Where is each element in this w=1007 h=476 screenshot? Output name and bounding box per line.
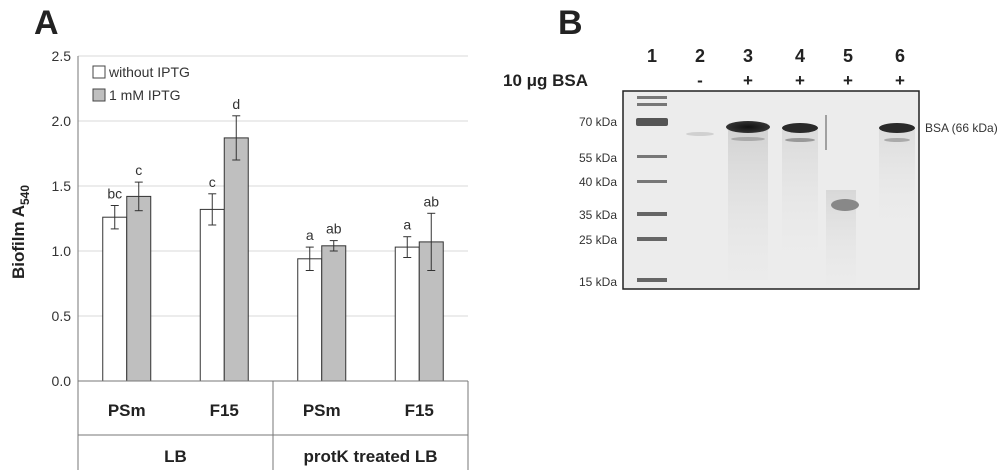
y-tick-label: 0.0 [52,373,72,389]
category-label: PSm [303,401,341,420]
bar [394,246,420,382]
ladder-band-70kda [636,118,668,126]
y-axis-label-subscript: 540 [18,185,32,205]
y-tick-label: 2.0 [52,113,72,129]
bsa-sign-row: - + + + + [697,71,905,90]
bar [297,258,323,382]
bar [126,195,152,382]
group-label: LB [164,447,187,466]
bsa-row-label: 10 μg BSA [503,71,588,90]
ladder-band [637,96,667,99]
y-tick-label: 2.5 [52,48,72,64]
lane-2-faint-band [686,132,714,136]
bars [102,137,444,382]
significance-letter: ab [326,221,342,237]
ladder-band-25kda [637,237,667,241]
lane-number: 5 [843,46,853,66]
legend-swatch-without-iptg [92,65,106,79]
category-label: PSm [108,401,146,420]
lane-6-smear [879,130,915,220]
panel-b-gel: B 10 μg BSA 1 2 3 4 5 6 - + + + + [503,4,998,290]
marker-label: 35 kDa [579,208,617,222]
category-labels: PSm F15 PSm F15 [108,401,434,420]
category-label: F15 [210,401,239,420]
lane-3-bsa-band [726,121,770,133]
legend-label-without-iptg: without IPTG [108,64,190,80]
category-label: F15 [405,401,434,420]
significance-letter: d [232,96,240,112]
lane-4-smear [782,130,818,250]
legend-label-1mm-iptg: 1 mM IPTG [109,87,181,103]
significance-letter: c [135,162,142,178]
lane-3-smear [728,130,768,280]
marker-labels: 70 kDa 55 kDa 40 kDa 35 kDa 25 kDa 15 kDa [579,115,617,289]
error-bars [110,115,436,271]
y-tick-labels: 0.0 0.5 1.0 1.5 2.0 2.5 [52,48,72,389]
group-labels: LB protK treated LB [164,447,437,466]
lane-number: 1 [647,46,657,66]
bsa-sign: - [697,71,703,90]
bsa-sign: + [795,71,805,90]
ladder-band-35kda [637,212,667,216]
lane-5-degraded-band [831,199,859,211]
significance-letter: bc [107,186,122,202]
significance-letter: c [209,174,216,190]
lane-number: 3 [743,46,753,66]
marker-label: 15 kDa [579,275,617,289]
group-label: protK treated LB [303,447,437,466]
lane-4-bsa-band [782,123,818,133]
y-tick-label: 1.0 [52,243,72,259]
lane-6-sub-band [884,138,910,142]
marker-label: 55 kDa [579,151,617,165]
lane-3-sub-band [731,137,765,141]
bar [321,245,347,382]
bsa-sign: + [895,71,905,90]
bar [199,208,225,382]
lane-numbers: 1 2 3 4 5 6 [647,46,905,66]
lane-4-sub-band [785,138,815,142]
significance-letter: a [403,217,411,233]
legend: without IPTG 1 mM IPTG [92,64,190,103]
y-tick-label: 1.5 [52,178,72,194]
ladder-band-15kda [637,278,667,282]
gel-image [622,90,920,290]
ladder-band [637,103,667,106]
legend-swatch-1mm-iptg [92,88,106,102]
panel-b-letter: B [558,4,583,42]
bsa-band-label: BSA (66 kDa) [925,121,998,135]
significance-letter: a [306,227,314,243]
lane-number: 6 [895,46,905,66]
y-tick-label: 0.5 [52,308,72,324]
ladder-band-55kda [637,155,667,158]
bsa-sign: + [743,71,753,90]
bar [223,137,249,382]
lane-number: 4 [795,46,805,66]
marker-label: 25 kDa [579,233,617,247]
panel-a-bar-chart: A Biofilm A540 0.00.51.01.52.02.5 bcccda… [9,4,469,470]
ladder-bands [636,96,668,282]
significance-letter: ab [423,193,439,209]
bsa-sign: + [843,71,853,90]
y-axis-label: Biofilm A540 [9,185,32,279]
lane-6-bsa-band [879,123,915,133]
y-axis-label-main: Biofilm A [9,205,28,279]
marker-label: 70 kDa [579,115,617,129]
bar [102,216,128,382]
panel-a-letter: A [34,4,59,42]
ladder-band-40kda [637,180,667,183]
gel-background [622,90,920,290]
lane-number: 2 [695,46,705,66]
marker-label: 40 kDa [579,175,617,189]
